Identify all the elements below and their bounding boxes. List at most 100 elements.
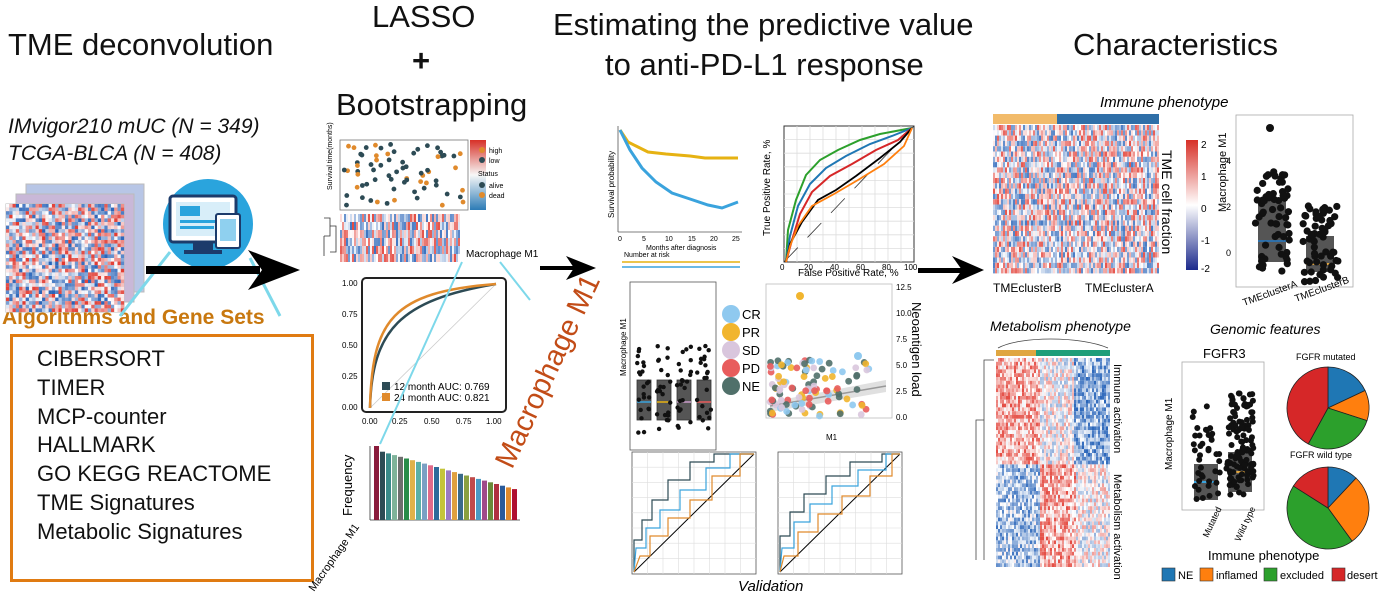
- heatmap-cell: [1017, 268, 1019, 274]
- heatmap-cell: [1019, 183, 1021, 189]
- heatmap-cell: [42, 294, 46, 298]
- heatmap-cell: [1143, 241, 1145, 247]
- heatmap-cell: [6, 254, 10, 258]
- heatmap-cell: [1056, 361, 1058, 366]
- heatmap-cell: [81, 286, 85, 291]
- heatmap-cell: [1077, 252, 1079, 258]
- heatmap-cell: [107, 250, 111, 255]
- heatmap-cell: [1085, 199, 1087, 205]
- heatmap-cell: [1001, 246, 1003, 253]
- heatmap-cell: [1010, 384, 1012, 389]
- heatmap-cell: [104, 236, 108, 240]
- heatmap-cell: [1036, 392, 1038, 396]
- heatmap-cell: [360, 254, 362, 262]
- heatmap-cell: [1047, 156, 1049, 163]
- heatmap-cell: [28, 214, 33, 219]
- heatmap-cell: [1031, 140, 1033, 147]
- heatmap-cell: [1085, 125, 1087, 131]
- heatmap-cell: [1017, 241, 1019, 247]
- heatmap-cell: [1133, 209, 1135, 216]
- heatmap-cell: [999, 199, 1001, 205]
- heatmap-cell: [1081, 236, 1083, 242]
- heatmap-cell: [1113, 172, 1115, 178]
- data-point: [684, 347, 689, 352]
- heatmap-cell: [1057, 209, 1059, 216]
- heatmap-cell: [117, 222, 121, 226]
- heatmap-cell: [22, 279, 26, 284]
- heatmap-cell: [74, 283, 79, 287]
- heatmap-cell: [45, 283, 49, 287]
- heatmap-cell: [1095, 204, 1097, 210]
- heatmap-cell: [55, 207, 59, 212]
- heatmap-cell: [1063, 252, 1065, 258]
- heatmap-cell: [1121, 193, 1123, 200]
- heatmap-cell: [444, 238, 446, 246]
- algorithm-item: CIBERSORT: [37, 346, 165, 371]
- data-point: [688, 419, 693, 425]
- km-xtick: 10: [665, 236, 673, 243]
- heatmap-cell: [366, 246, 368, 254]
- heatmap-cell: [1070, 392, 1072, 396]
- heatmap-cell: [1025, 135, 1027, 141]
- heatmap-cell: [995, 130, 997, 136]
- heatmap-cell: [1123, 130, 1125, 136]
- heatmap-cell: [1111, 151, 1113, 157]
- heatmap-cell: [1095, 241, 1097, 247]
- heatmap-cell: [997, 146, 999, 152]
- heatmap-cell: [117, 297, 121, 302]
- heatmap-cell: [1111, 236, 1113, 242]
- heatmap-cell: [1027, 268, 1029, 274]
- heatmap-cell: [1051, 220, 1053, 226]
- heatmap-cell: [1035, 252, 1037, 258]
- heatmap-cell: [1123, 193, 1125, 200]
- heatmap-cell: [1055, 156, 1057, 163]
- heatmap-cell: [1015, 252, 1017, 258]
- heatmap-cell: [438, 222, 440, 230]
- algorithm-item: TME Signatures: [37, 490, 195, 516]
- heatmap-cell: [78, 250, 82, 255]
- heatmap-cell: [61, 232, 66, 237]
- data-point: [697, 346, 702, 351]
- heatmap-cell: [1015, 246, 1017, 253]
- heatmap-cell: [999, 151, 1001, 157]
- heatmap-cell: [58, 272, 62, 276]
- heatmap-cell: [12, 222, 16, 226]
- heatmap-cell: [1117, 268, 1119, 274]
- heatmap-cell: [1143, 257, 1145, 263]
- heatmap-cell: [1086, 388, 1088, 393]
- heatmap-cell: [1032, 373, 1034, 377]
- heatmap-cell: [1059, 172, 1061, 178]
- heatmap-cell: [352, 238, 354, 246]
- heatmap-cell: [414, 254, 416, 262]
- heatmap-cell: [386, 238, 388, 246]
- heatmap-cell: [1127, 193, 1129, 200]
- heatmap-cell: [1143, 236, 1145, 242]
- heatmap-cell: [1093, 188, 1095, 194]
- heatmap-cell: [6, 236, 10, 240]
- heatmap-cell: [32, 297, 36, 302]
- heatmap-cell: [1097, 220, 1099, 226]
- heatmap-cell: [1031, 225, 1033, 231]
- heatmap-cell: [1020, 358, 1022, 362]
- heatmap-cell: [1145, 125, 1147, 131]
- heatmap-cell: [1097, 193, 1099, 200]
- heatmap-cell: [1131, 146, 1133, 152]
- scatter-point: [768, 409, 776, 417]
- heatmap-cell: [45, 265, 49, 269]
- heatmap-cell: [434, 230, 436, 238]
- heatmap-cell: [1125, 215, 1127, 221]
- heatmap-cell: [1064, 380, 1066, 385]
- heatmap-cell: [1153, 135, 1155, 141]
- heatmap-cell: [42, 240, 46, 244]
- heatmap-cell: [1003, 146, 1005, 152]
- heatmap-cell: [1030, 392, 1032, 396]
- heatmap-cell: [28, 294, 33, 298]
- heatmap-cell: [1121, 178, 1123, 184]
- heatmap-cell: [1043, 130, 1045, 136]
- heatmap-cell: [1129, 252, 1131, 258]
- heatmap-cell: [1000, 380, 1002, 385]
- heatmap-cell: [376, 214, 378, 222]
- heatmap-cell: [993, 268, 995, 274]
- heatmap-cell: [28, 254, 33, 258]
- heatmap-cell: [91, 261, 95, 266]
